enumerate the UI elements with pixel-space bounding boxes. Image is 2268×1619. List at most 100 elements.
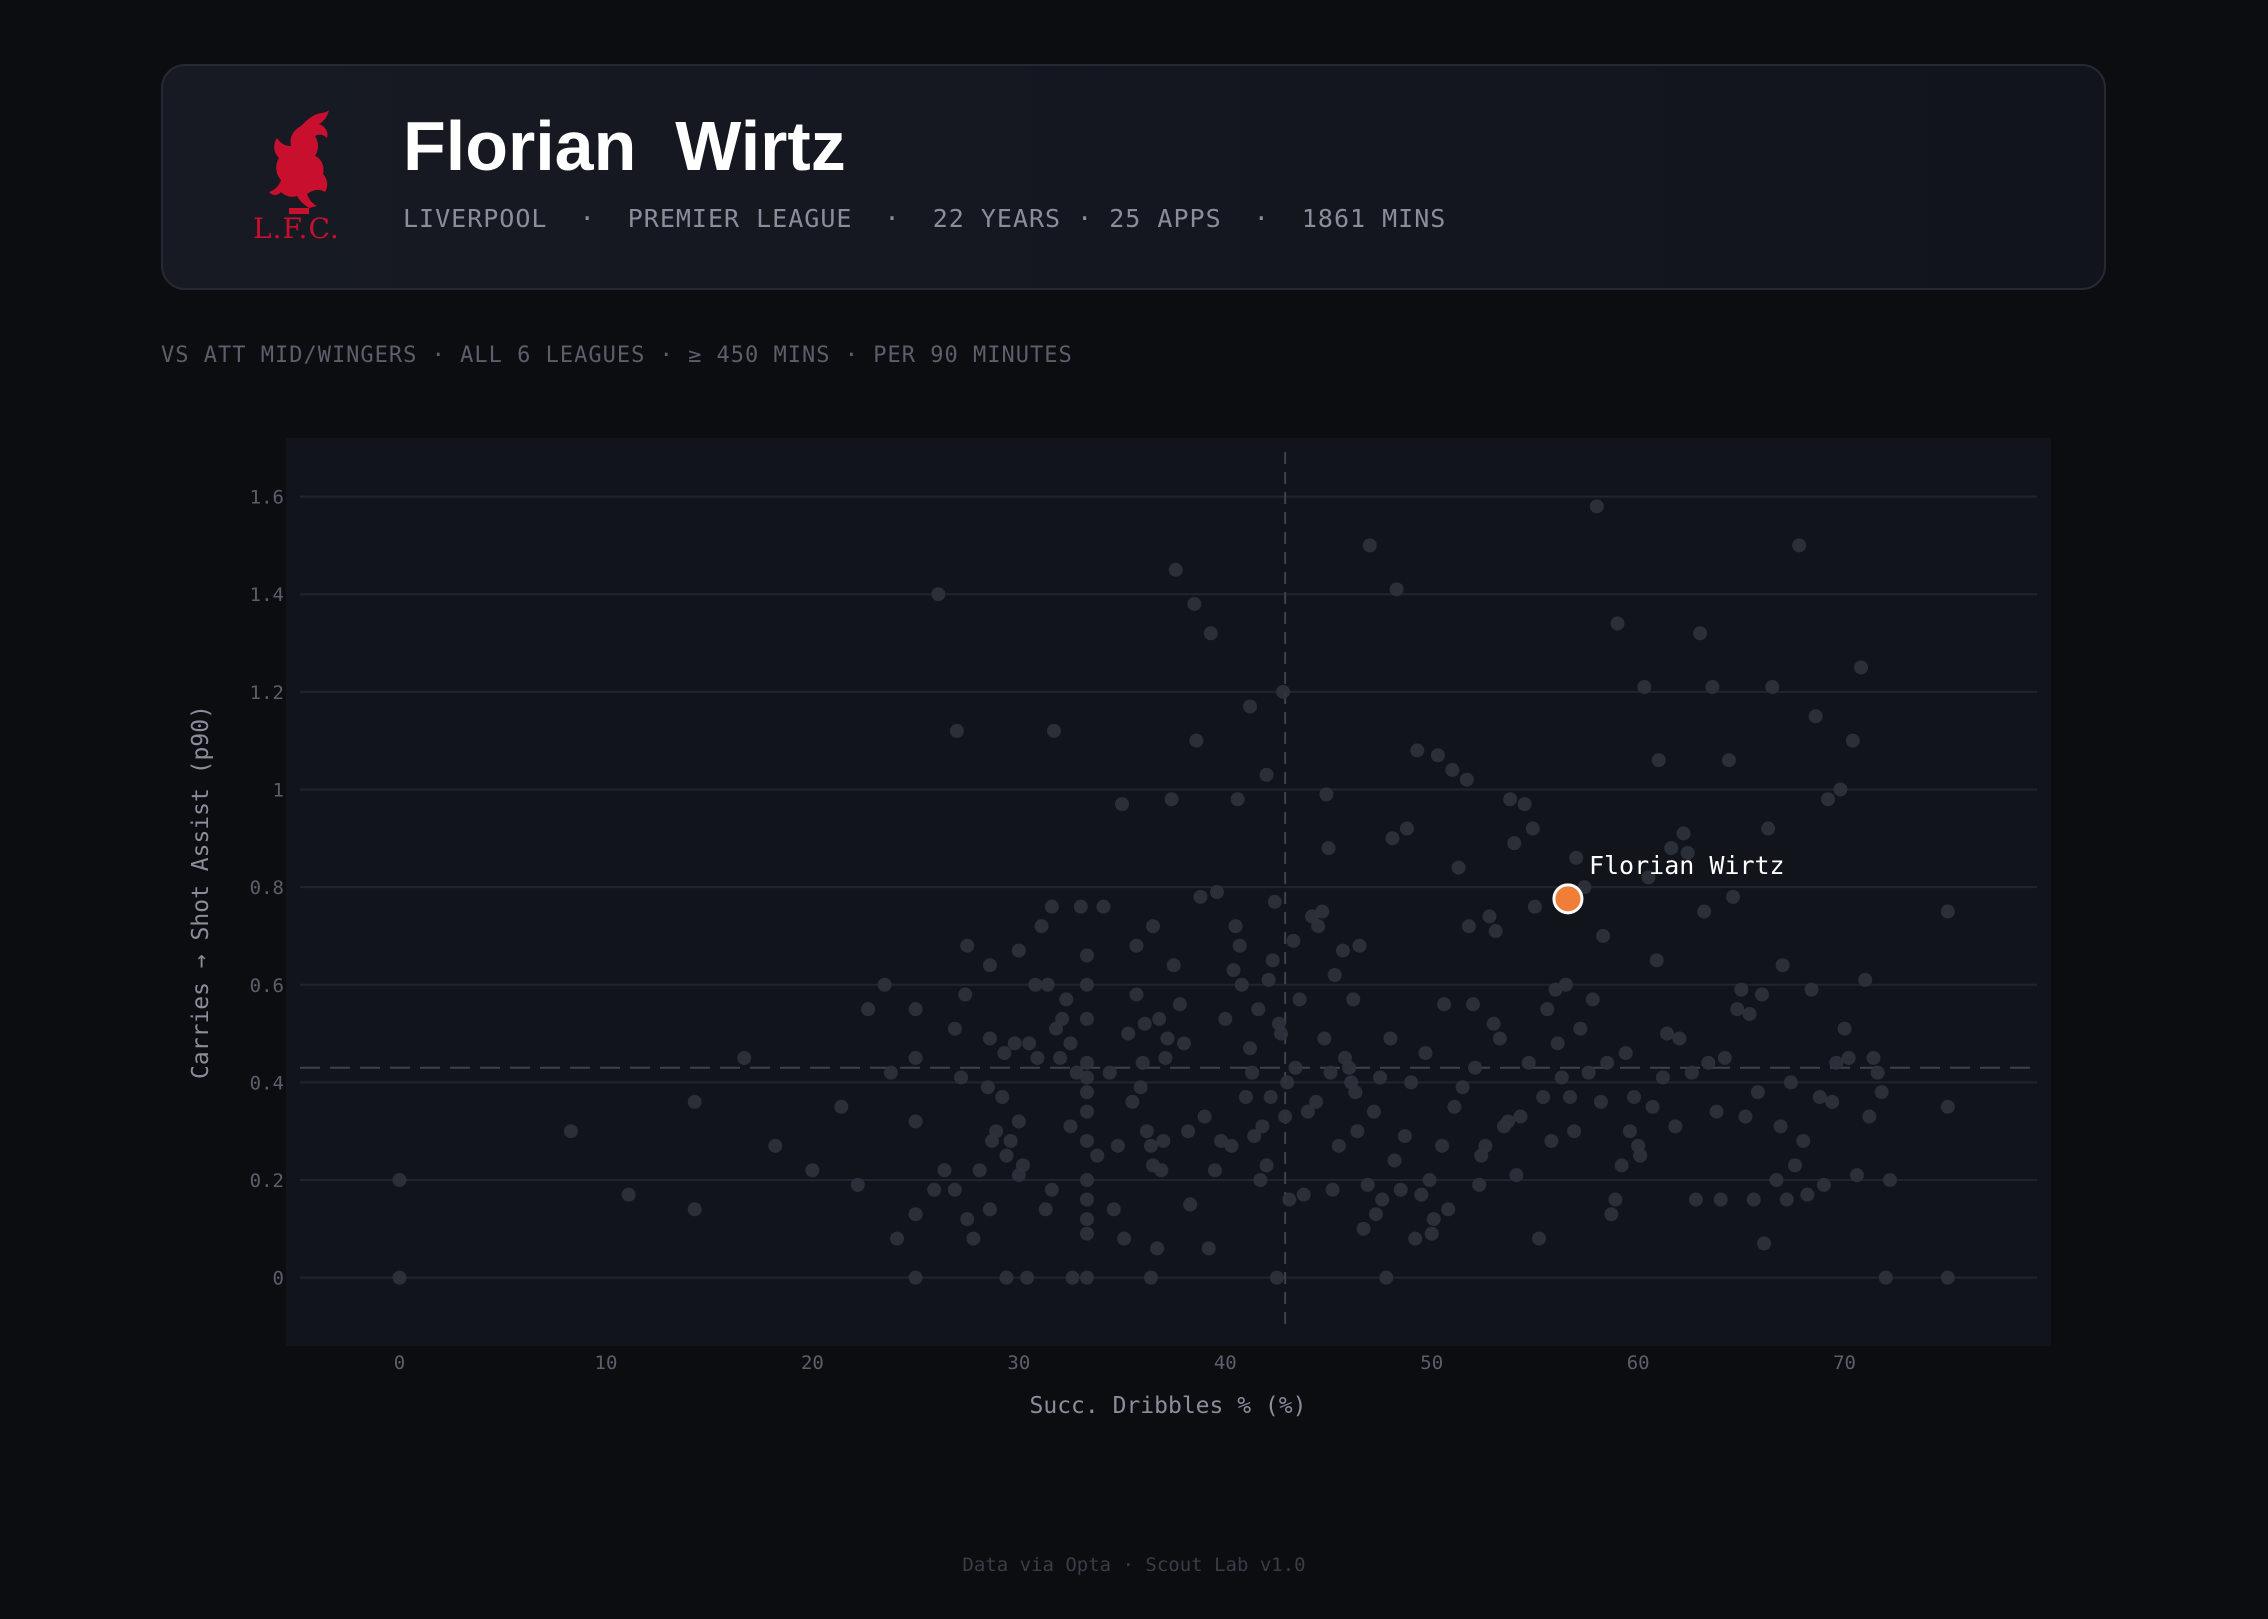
data-point [1038,1202,1053,1217]
data-point [997,1046,1012,1061]
data-point [1866,1050,1881,1065]
data-point [1063,1119,1078,1134]
data-point [1352,938,1367,953]
data-point [1459,772,1474,787]
data-point [1622,1124,1637,1139]
data-point [1713,1192,1728,1207]
data-point [1245,1065,1260,1080]
data-point [1243,1041,1258,1056]
liverbird-crest-icon [269,110,329,214]
data-point [1362,538,1377,553]
data-point [1393,1182,1408,1197]
crest-text: L.F.C. [253,212,340,245]
data-point [1040,977,1055,992]
data-point [1761,821,1776,836]
data-point [1181,1124,1196,1139]
data-point [1757,1236,1772,1251]
data-point [1604,1207,1619,1222]
data-point [1020,1270,1035,1285]
data-point [908,1002,923,1017]
data-point [1133,1080,1148,1095]
data-point [1451,860,1466,875]
data-point [1664,841,1679,856]
data-point [861,1002,876,1017]
data-point [1323,1065,1338,1080]
x-axis-label: Succ. Dribbles % (%) [1030,1393,1307,1419]
data-point [1503,792,1518,807]
data-point [1143,1138,1158,1153]
y-axis-label: Carries → Shot Assist (p90) [188,705,214,1079]
data-point [1544,1133,1559,1148]
data-point [1940,1099,1955,1114]
data-point [1201,1241,1216,1256]
data-point [999,1148,1014,1163]
data-point [1600,1055,1615,1070]
data-point [687,1094,702,1109]
data-point [1158,1050,1173,1065]
data-point [1232,938,1247,953]
data-point [1424,1226,1439,1241]
data-point [1079,948,1094,963]
data-point [1507,836,1522,851]
data-point [1854,660,1869,675]
data-point [1845,733,1860,748]
data-point [1754,987,1769,1002]
data-point [1139,1124,1154,1139]
y-tick-label: 0.4 [250,1072,284,1094]
data-point [1472,1177,1487,1192]
data-point [908,1270,923,1285]
data-point [1243,699,1258,714]
data-point [1135,1055,1150,1070]
data-point [1164,792,1179,807]
data-point [949,723,964,738]
data-point [982,1031,997,1046]
data-point [1251,1002,1266,1017]
data-point [1833,782,1848,797]
data-point [1065,1270,1080,1285]
data-point [1414,1187,1429,1202]
data-point [1154,1163,1169,1178]
data-point [1527,899,1542,914]
data-point [989,1124,1004,1139]
data-point [1492,1031,1507,1046]
data-point [1102,1065,1117,1080]
data-point [1408,1231,1423,1246]
data-point [1129,938,1144,953]
data-point [1501,1114,1516,1129]
data-point [1513,1109,1528,1124]
data-point [1521,1055,1536,1070]
highlight-label: Florian Wirtz [1589,851,1785,880]
x-tick-label: 40 [1214,1352,1237,1374]
data-point [1197,1109,1212,1124]
data-point [1276,684,1291,699]
data-point [1259,1158,1274,1173]
data-point [1187,596,1202,611]
data-point [1554,1070,1569,1085]
data-point [1360,1177,1375,1192]
data-point [1079,1011,1094,1026]
data-point [877,977,892,992]
data-point [1110,1138,1125,1153]
data-point [1143,1270,1158,1285]
data-point [1125,1094,1140,1109]
y-tick-label: 0.6 [250,975,284,997]
data-point [1053,1050,1068,1065]
data-point [1486,1016,1501,1031]
y-tick-label: 1.2 [250,682,284,704]
data-point [1055,1011,1070,1026]
data-point [1563,1090,1578,1105]
data-point [980,1080,995,1095]
data-point [1259,767,1274,782]
data-point [1311,919,1326,934]
x-tick-label: 70 [1833,1352,1856,1374]
data-point [1455,1080,1470,1095]
data-point [1160,1031,1175,1046]
data-point [890,1231,905,1246]
data-point [1641,870,1656,885]
data-point [995,1090,1010,1105]
data-point [834,1099,849,1114]
data-point [1079,1070,1094,1085]
data-point [1447,1099,1462,1114]
data-point [1437,997,1452,1012]
